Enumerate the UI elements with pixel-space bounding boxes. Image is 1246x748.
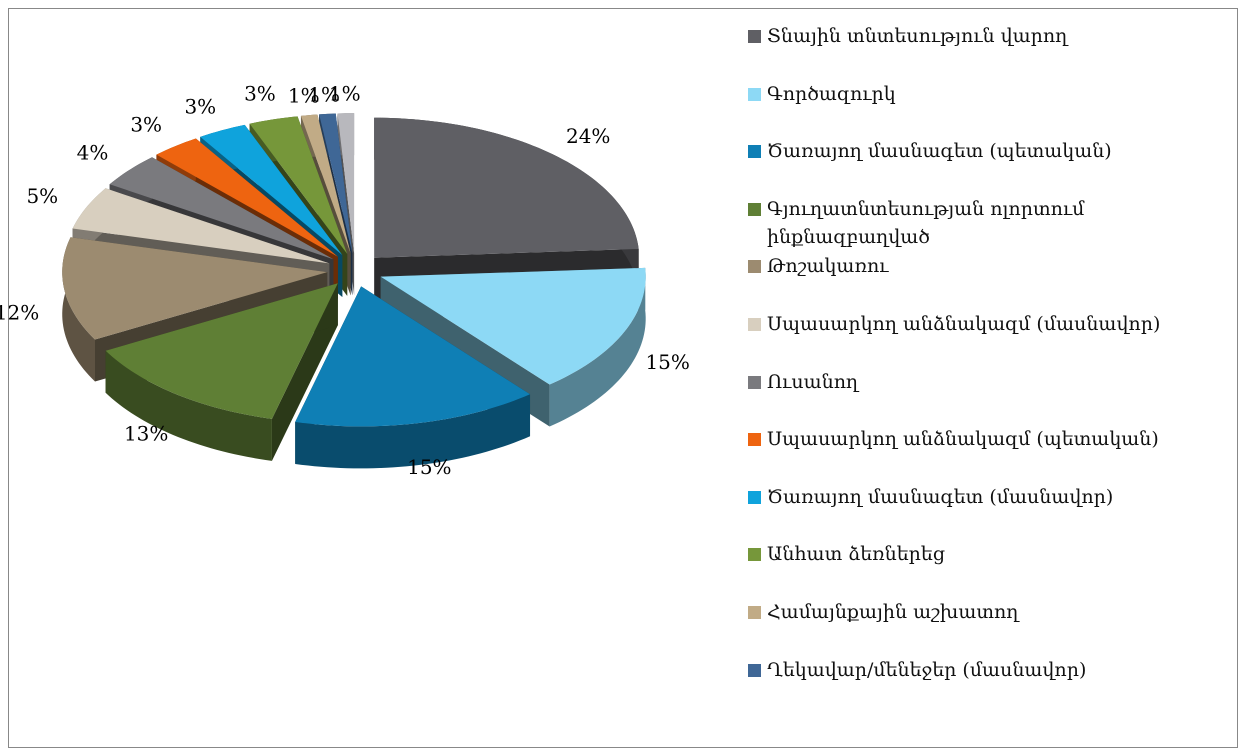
- legend-label: Սպասարկող անձնակազմ (մասնավոր): [767, 313, 1161, 335]
- slice-top: [300, 114, 351, 254]
- slice-top: [105, 283, 338, 419]
- legend-item: Ծառայող մասնագետ (պետական): [748, 137, 1207, 165]
- legend-swatch: [748, 663, 761, 677]
- legend-swatch: [748, 606, 761, 619]
- data-label: 15%: [407, 455, 451, 479]
- legend-swatch: [748, 260, 761, 274]
- page: 24% 15% 15% 13% 12% 5% 4% 3% 3% 3% 1% 1% 1% Տնային տ…: [0, 8, 1238, 748]
- legend-label: Տնային տնտեսություն վարող: [767, 25, 1068, 47]
- data-label: 3%: [184, 94, 216, 118]
- legend-label: Թոշակառու: [767, 255, 889, 278]
- data-label: 1%: [308, 82, 340, 106]
- slice-top: [200, 124, 343, 256]
- slice-top: [374, 117, 639, 258]
- legend-swatch: [748, 318, 761, 331]
- data-label: 1%: [329, 82, 361, 106]
- legend-item: Գյուղատնտեսության ոլորտում ինքնազբաղված: [748, 195, 1097, 251]
- legend-label: Սպասարկող անձնակազմ (պետական): [767, 428, 1159, 451]
- legend-item: Սպասարկող անձնակազմ (պետական): [748, 425, 1207, 453]
- slice-top: [72, 188, 330, 264]
- slice-top: [337, 113, 355, 254]
- slice-top: [62, 237, 328, 340]
- legend-swatch: [748, 490, 761, 504]
- slice-wall: [105, 350, 272, 461]
- legend-swatch: [748, 375, 761, 389]
- legend-item: Ծառայող մասնագետ (մասնավոր): [748, 483, 1207, 511]
- legend-swatch: [748, 30, 761, 43]
- legend-item: Ուսանող: [748, 368, 1207, 396]
- slice-top: [156, 138, 338, 257]
- slice-wall: [549, 267, 646, 427]
- slice-wall: [295, 394, 531, 469]
- legend-label: Ուսանող: [767, 370, 859, 393]
- data-label: 3%: [244, 82, 276, 106]
- slice-top: [380, 267, 646, 385]
- legend-label: Ղեկավար/մենեջեր (մասնավոր): [767, 658, 1087, 681]
- chart: 24%15%15%13%12%5%4%3%3%3% 1%1%1%: [0, 82, 690, 480]
- legend-item: Թոշակառու: [748, 252, 1207, 280]
- legend-swatch: [748, 548, 761, 562]
- legend-label: Գյուղատնտեսության ոլորտում ինքնազբաղված: [767, 197, 1085, 248]
- legend-swatch: [748, 202, 761, 216]
- legend-label: Անհատ ձեռներեց: [767, 543, 946, 566]
- legend-label: Ծառայող մասնագետ (պետական): [767, 140, 1112, 163]
- slice-top: [319, 113, 353, 254]
- data-label: 13%: [124, 421, 168, 445]
- data-label: 15%: [645, 350, 689, 374]
- legend-item: Սպասարկող անձնակազմ (մասնավոր): [748, 310, 1207, 338]
- slice: [105, 283, 338, 461]
- legend-item: Գործազուրկ: [748, 80, 1207, 108]
- slice-top: [109, 157, 334, 260]
- legend-label: Ծառայող մասնագետ (մասնավոր): [767, 485, 1114, 508]
- legend-item: Ղեկավար/մենեջեր (մասնավոր): [748, 656, 1207, 684]
- legend-item: Անհատ ձեռներեց: [748, 540, 1207, 568]
- legend-swatch: [748, 145, 761, 159]
- slice-top: [249, 116, 348, 254]
- data-label: 24%: [566, 124, 610, 148]
- legend-swatch: [748, 87, 761, 101]
- data-label: 4%: [77, 140, 109, 164]
- slice-top: [295, 286, 531, 427]
- legend-label: Գործազուրկ: [767, 82, 896, 105]
- data-label: 1%: [288, 84, 320, 108]
- data-label: 3%: [130, 113, 162, 137]
- legend-swatch: [748, 433, 761, 447]
- data-label: 5%: [26, 184, 58, 208]
- data-label: 12%: [0, 300, 39, 324]
- slice: [295, 286, 531, 469]
- legend-item: Տնային տնտեսություն վարող: [748, 22, 1207, 50]
- legend-label: Համայնքային աշխատող: [767, 601, 1019, 623]
- legend-item: Համայնքային աշխատող: [748, 598, 1207, 626]
